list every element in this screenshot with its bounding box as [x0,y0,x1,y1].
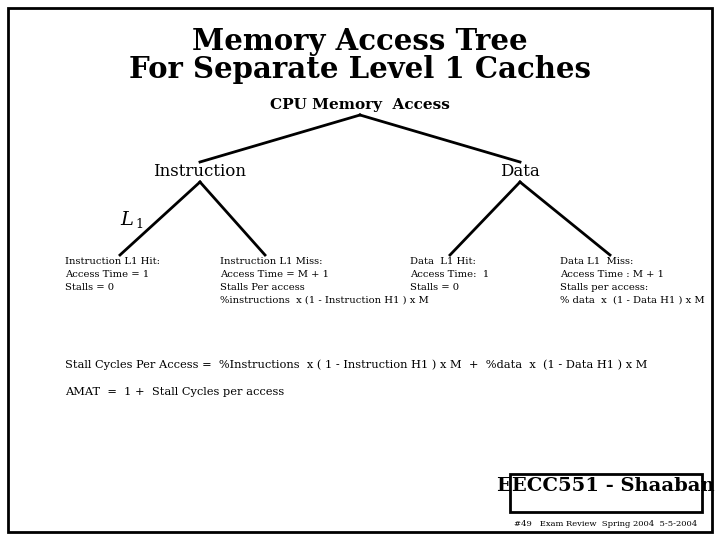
Text: Stalls = 0: Stalls = 0 [65,283,114,292]
Text: 1: 1 [135,219,143,232]
Text: Access Time = M + 1: Access Time = M + 1 [220,270,329,279]
Text: %instructions  x (1 - Instruction H1 ) x M: %instructions x (1 - Instruction H1 ) x … [220,296,428,305]
Bar [510,474,702,512]
Text: AMAT  =  1 +  Stall Cycles per access: AMAT = 1 + Stall Cycles per access [65,387,284,397]
Text: Access Time:  1: Access Time: 1 [410,270,490,279]
Text: Stall Cycles Per Access =  %Instructions  x ( 1 - Instruction H1 ) x M  +  %data: Stall Cycles Per Access = %Instructions … [65,360,647,370]
Text: EECC551 - Shaaban: EECC551 - Shaaban [498,477,715,495]
Text: Stalls = 0: Stalls = 0 [410,283,459,292]
Text: For Separate Level 1 Caches: For Separate Level 1 Caches [129,56,591,84]
Text: Memory Access Tree: Memory Access Tree [192,28,528,57]
Text: Stalls per access:: Stalls per access: [560,283,648,292]
Text: Instruction: Instruction [153,164,246,180]
Text: #49   Exam Review  Spring 2004  5-5-2004: #49 Exam Review Spring 2004 5-5-2004 [514,520,698,528]
Text: Instruction L1 Miss:: Instruction L1 Miss: [220,257,323,266]
Text: Data L1  Miss:: Data L1 Miss: [560,257,634,266]
Text: % data  x  (1 - Data H1 ) x M: % data x (1 - Data H1 ) x M [560,296,705,305]
Text: Instruction L1 Hit:: Instruction L1 Hit: [65,257,160,266]
Text: Access Time : M + 1: Access Time : M + 1 [560,270,664,279]
Text: Data: Data [500,164,540,180]
Text: CPU Memory  Access: CPU Memory Access [270,98,450,112]
Text: L: L [120,211,133,229]
Text: Data  L1 Hit:: Data L1 Hit: [410,257,476,266]
Text: Access Time = 1: Access Time = 1 [65,270,149,279]
Text: Stalls Per access: Stalls Per access [220,283,305,292]
